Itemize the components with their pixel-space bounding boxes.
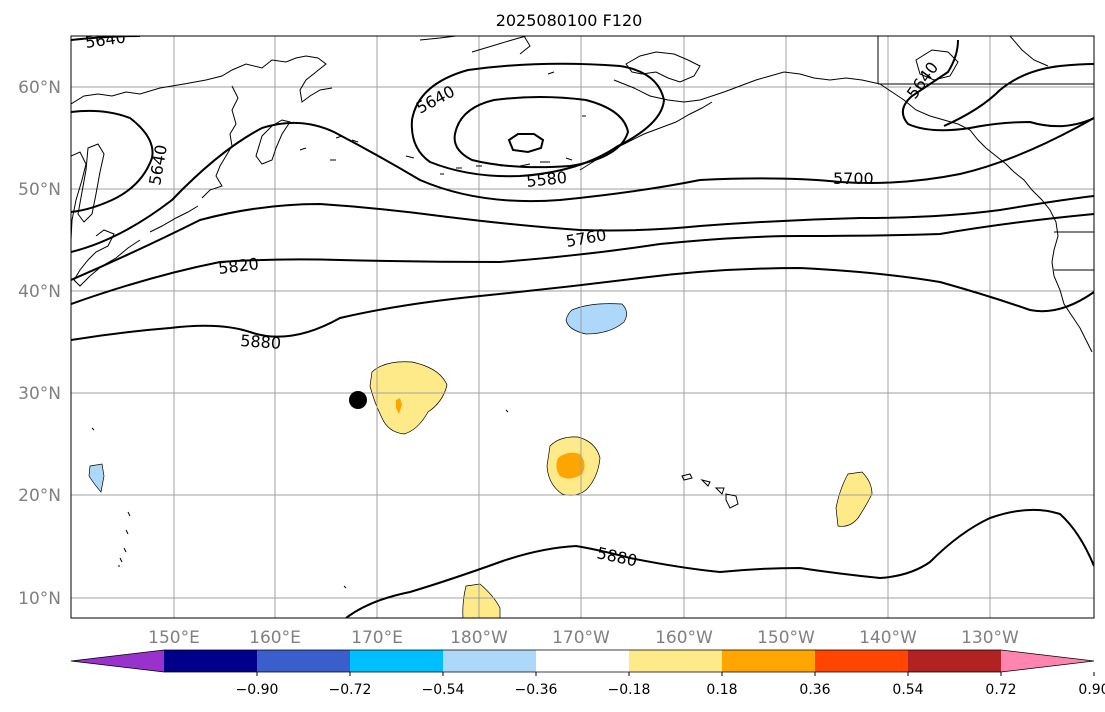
coastline xyxy=(77,143,105,223)
colorbar-outline xyxy=(70,649,1095,673)
positive-anomaly-area xyxy=(835,471,873,527)
map-content: 5640 5640 5640 5640 5580 5700 5760 5820 … xyxy=(71,36,1094,618)
contour-labels: 5640 5640 5640 5640 5580 5700 5760 5820 … xyxy=(84,36,942,570)
coastline xyxy=(419,36,457,41)
lon-label: 150°E xyxy=(148,628,200,648)
contour-line xyxy=(71,266,1094,341)
colorbar-segment xyxy=(536,650,630,672)
coastline xyxy=(915,49,959,81)
colorbar-tick-label: 0.54 xyxy=(892,682,923,698)
colorbar-segment xyxy=(722,650,816,672)
contour-label: 5700 xyxy=(833,169,874,188)
longitude-labels: 150°E 160°E 170°E 180°W 170°W 160°W 150°… xyxy=(148,628,1019,648)
coastline xyxy=(471,36,527,53)
coastline xyxy=(879,83,1093,353)
contour-line xyxy=(71,117,1094,253)
contour-label: 5820 xyxy=(217,254,260,278)
colorbar-segment xyxy=(350,650,444,672)
coastline xyxy=(255,119,291,165)
colorbar-extend-low xyxy=(71,650,164,672)
location-marker xyxy=(349,391,367,409)
coastline xyxy=(71,55,333,105)
colorbar-segment xyxy=(815,650,909,672)
lon-label: 170°W xyxy=(552,628,610,648)
colorbar-tick-label: −0.90 xyxy=(236,682,279,698)
lat-label: 10°N xyxy=(18,589,61,609)
positive-anomaly-core xyxy=(556,452,585,479)
positive-anomaly-area xyxy=(369,361,448,435)
lon-label: 150°W xyxy=(757,628,815,648)
latitude-labels: 60°N 50°N 40°N 30°N 20°N 10°N xyxy=(18,78,61,609)
gridlines xyxy=(71,36,1094,618)
colorbar-tick-label: 0.36 xyxy=(799,682,830,698)
colorbar-tick-label: 0.18 xyxy=(706,682,737,698)
lon-label: 170°E xyxy=(351,628,403,648)
coastline xyxy=(1009,36,1049,67)
coastline xyxy=(625,51,701,83)
colorbar-segment xyxy=(443,650,537,672)
positive-anomaly-area xyxy=(462,583,501,618)
lon-label: 140°W xyxy=(859,628,917,648)
colorbar-segment xyxy=(908,650,1002,672)
colorbar-segment xyxy=(164,650,258,672)
map-frame xyxy=(70,35,1095,619)
positive-anomaly-core xyxy=(396,398,402,414)
colorbar-tick-label: 0.90 xyxy=(1078,682,1105,698)
lat-label: 20°N xyxy=(18,486,61,506)
lat-label: 60°N xyxy=(18,78,61,98)
contour-line xyxy=(943,63,1094,127)
colorbar-segments xyxy=(70,649,1095,673)
lon-label: 130°W xyxy=(961,628,1019,648)
colorbar: −0.90 −0.72 −0.54 −0.36 −0.18 0.18 0.36 0.54 0.7… xyxy=(70,649,1105,698)
colorbar-tick-label: −0.36 xyxy=(515,682,558,698)
contour-label: 5880 xyxy=(240,331,282,353)
colorbar-segment xyxy=(629,650,723,672)
colorbar-tick-label: −0.72 xyxy=(329,682,372,698)
contour-line xyxy=(71,213,1094,305)
colorbar-extend-high xyxy=(1001,650,1094,672)
coastline xyxy=(681,473,739,509)
coastline xyxy=(519,36,531,55)
contour-line xyxy=(345,508,1094,618)
colorbar-ticks: −0.90 −0.72 −0.54 −0.36 −0.18 0.18 0.36 0.54 0.7… xyxy=(236,672,1105,698)
lon-label: 160°W xyxy=(655,628,713,648)
coastline xyxy=(299,71,586,175)
height-contours xyxy=(71,36,1094,618)
coastline xyxy=(91,409,509,589)
contour-line xyxy=(901,39,1094,132)
map-title: 2025080100 F120 xyxy=(496,11,643,30)
colorbar-tick-label: −0.54 xyxy=(422,682,465,698)
contour-line xyxy=(410,62,666,178)
contour-line xyxy=(71,109,154,213)
lat-label: 30°N xyxy=(18,384,61,404)
coastline xyxy=(201,85,239,199)
coastline xyxy=(149,205,199,233)
colorbar-tick-label: −0.18 xyxy=(608,682,651,698)
contour-line xyxy=(71,195,1094,281)
coastline xyxy=(613,71,881,103)
contour-line xyxy=(453,96,630,169)
lat-label: 40°N xyxy=(18,282,61,302)
shaded-anomalies xyxy=(88,303,873,618)
lon-label: 180°W xyxy=(450,628,508,648)
lon-label: 160°E xyxy=(249,628,301,648)
negative-anomaly-area xyxy=(88,463,105,493)
colorbar-tick-label: 0.72 xyxy=(985,682,1016,698)
lat-label: 50°N xyxy=(18,180,61,200)
colorbar-segment xyxy=(257,650,351,672)
coastline xyxy=(71,151,87,241)
contour-label: 5580 xyxy=(525,168,567,191)
contour-line xyxy=(507,133,545,154)
